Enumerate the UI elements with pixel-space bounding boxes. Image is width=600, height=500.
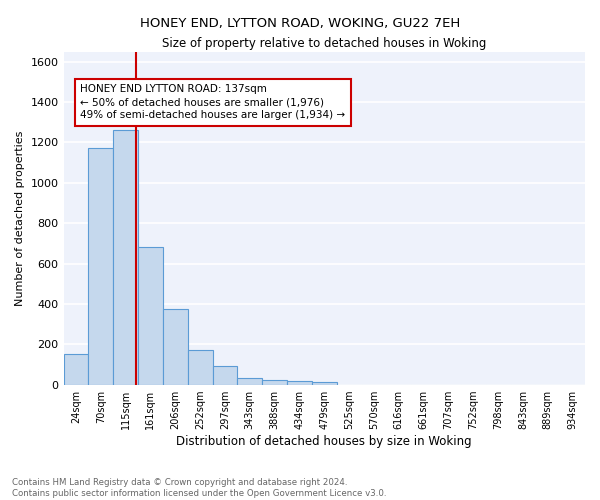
Bar	[64, 354, 88, 384]
Bar	[113, 130, 138, 384]
Bar	[188, 350, 212, 384]
Text: HONEY END LYTTON ROAD: 137sqm
← 50% of detached houses are smaller (1,976)
49% o: HONEY END LYTTON ROAD: 137sqm ← 50% of d…	[80, 84, 346, 120]
Bar	[88, 148, 113, 384]
Bar	[262, 380, 287, 384]
Bar	[287, 380, 312, 384]
Bar	[312, 382, 337, 384]
Y-axis label: Number of detached properties: Number of detached properties	[15, 130, 25, 306]
Title: Size of property relative to detached houses in Woking: Size of property relative to detached ho…	[162, 38, 487, 51]
Bar	[238, 378, 262, 384]
Text: HONEY END, LYTTON ROAD, WOKING, GU22 7EH: HONEY END, LYTTON ROAD, WOKING, GU22 7EH	[140, 18, 460, 30]
Bar	[138, 248, 163, 384]
Bar	[163, 309, 188, 384]
Text: Contains HM Land Registry data © Crown copyright and database right 2024.
Contai: Contains HM Land Registry data © Crown c…	[12, 478, 386, 498]
Bar	[212, 366, 238, 384]
X-axis label: Distribution of detached houses by size in Woking: Distribution of detached houses by size …	[176, 434, 472, 448]
